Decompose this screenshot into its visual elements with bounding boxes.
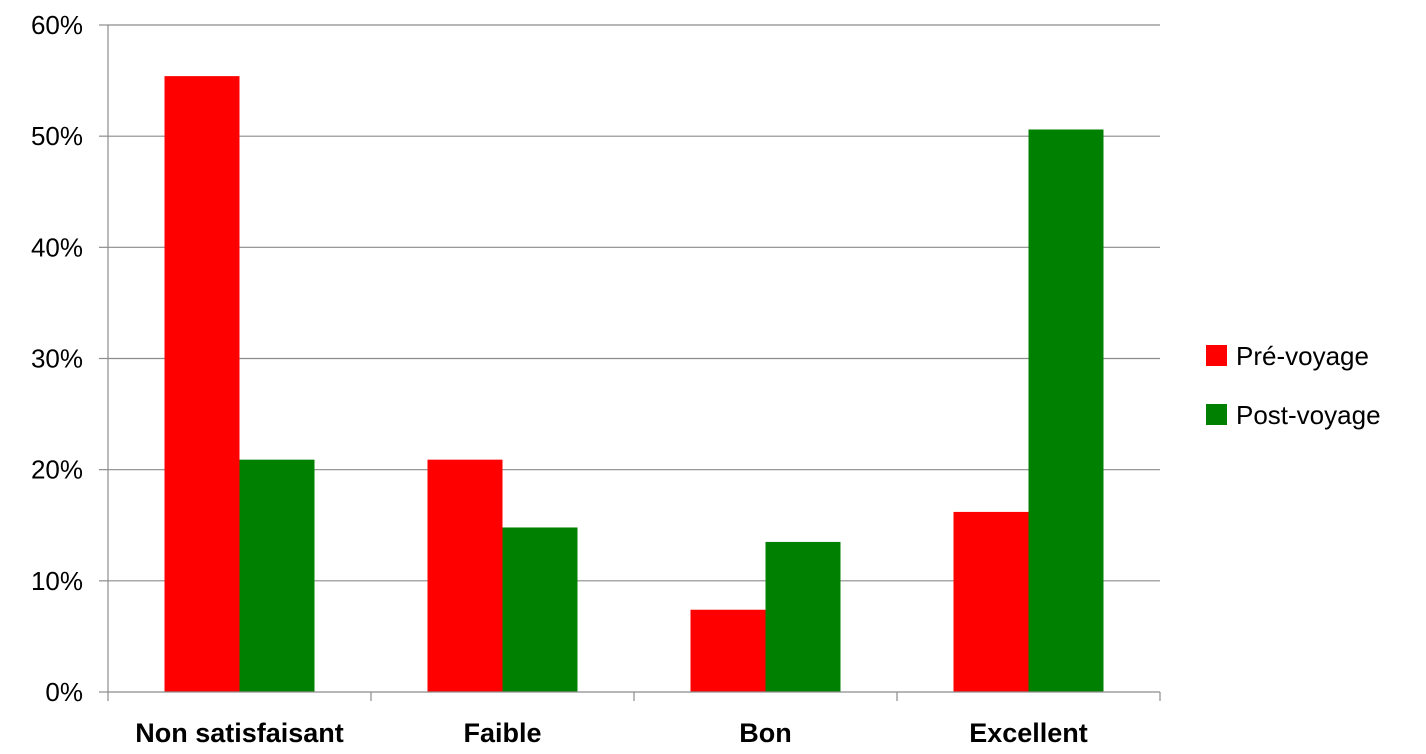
x-category-label: Faible [463, 718, 541, 748]
x-category-labels: Non satisfaisant Faible Bon Excellent [135, 718, 1088, 748]
bar-post-voyage [239, 459, 315, 692]
legend-swatch [1206, 345, 1227, 366]
legend-swatch [1206, 404, 1227, 425]
bar-post-voyage [1028, 129, 1104, 692]
legend-label: Pré-voyage [1236, 341, 1369, 371]
bar-pre-voyage [427, 459, 503, 692]
y-tick-label: 30% [31, 344, 83, 374]
bar-pre-voyage [953, 511, 1029, 692]
y-tick-label: 50% [31, 121, 83, 151]
axes [107, 25, 1161, 701]
bar-post-voyage [765, 541, 841, 692]
x-category-label: Excellent [969, 718, 1088, 748]
x-category-label: Non satisfaisant [135, 718, 344, 748]
bar-pre-voyage [164, 76, 240, 693]
bar-pre-voyage [690, 609, 766, 692]
y-tick-label: 10% [31, 566, 83, 596]
y-tick-label: 0% [45, 677, 83, 707]
y-tick-label: 20% [31, 455, 83, 485]
x-category-label: Bon [739, 718, 791, 748]
y-tick-labels: 0% 10% 20% 30% 40% 50% 60% [31, 10, 83, 707]
y-tick-label: 60% [31, 10, 83, 40]
bars [164, 76, 1104, 693]
legend: Pré-voyage Post-voyage [1206, 341, 1381, 430]
bar-post-voyage [502, 527, 578, 692]
legend-label: Post-voyage [1236, 400, 1381, 430]
y-tick-label: 40% [31, 232, 83, 262]
